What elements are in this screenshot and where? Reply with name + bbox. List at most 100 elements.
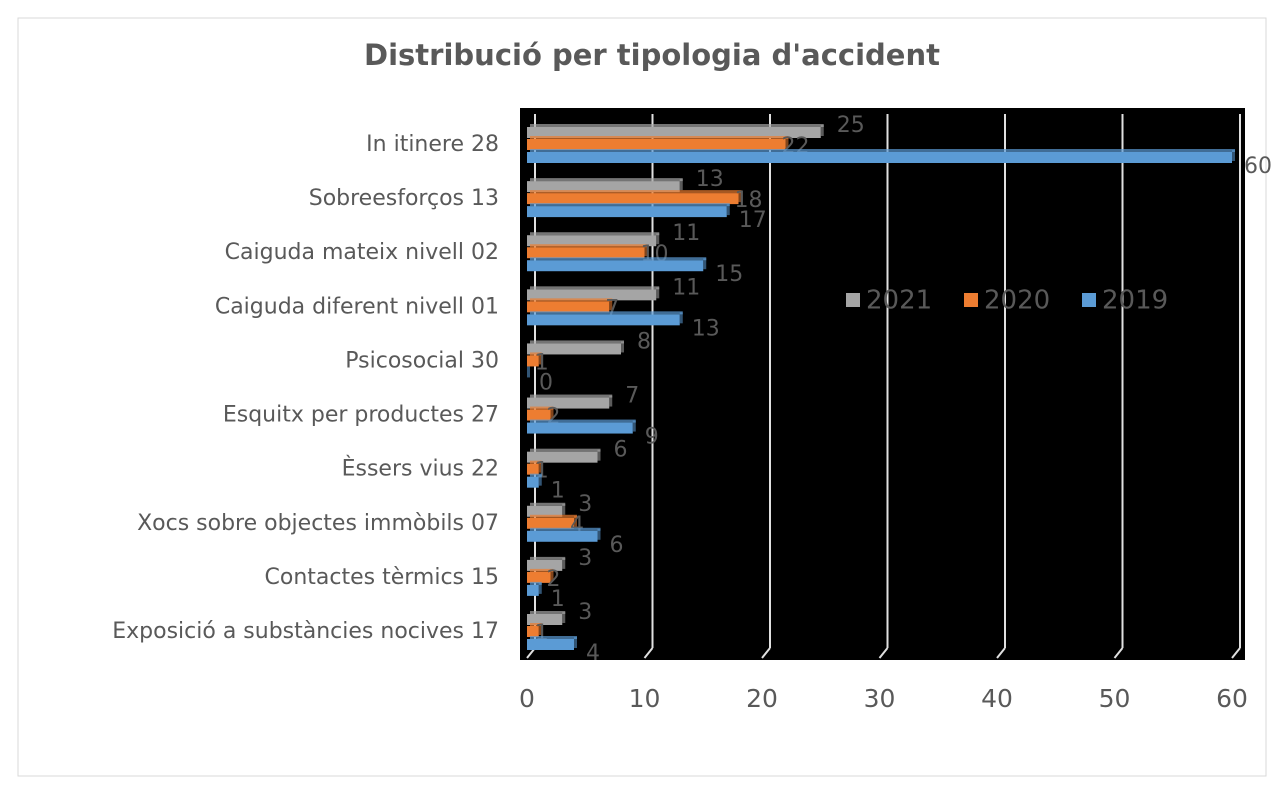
- bar: [527, 206, 727, 218]
- category-label: Sobreesforços 13: [309, 186, 499, 211]
- bar-side: [679, 179, 683, 191]
- bar-side: [538, 353, 542, 365]
- bar-side: [785, 137, 789, 148]
- legend-swatch: [1082, 293, 1096, 307]
- bar-side: [550, 407, 554, 419]
- x-tick-label: 60: [1216, 684, 1248, 713]
- bar-side: [820, 125, 824, 136]
- grid-line-3d: [643, 647, 654, 659]
- bar-top: [530, 568, 554, 572]
- legend-label: 2021: [866, 286, 932, 316]
- bar-side: [562, 503, 566, 515]
- bar-side: [632, 420, 636, 432]
- bar-side: [562, 612, 566, 623]
- grid-line-3d: [1231, 647, 1241, 659]
- bar: [527, 571, 551, 583]
- x-tick-label: 40: [981, 684, 1013, 713]
- bar-top: [530, 448, 601, 452]
- bar-top: [530, 581, 542, 585]
- bar-side: [538, 624, 542, 635]
- bar-side: [562, 557, 566, 569]
- grid-line-3d: [996, 647, 1006, 659]
- category-label: Xocs sobre objectes immòbils 07: [137, 511, 499, 536]
- bar-side: [597, 528, 601, 540]
- bar: [527, 355, 539, 367]
- bar: [527, 639, 574, 650]
- bar: [527, 614, 563, 625]
- bar: [527, 397, 610, 409]
- bar-side: [550, 569, 554, 581]
- data-label: 3: [578, 492, 592, 517]
- bar-side: [656, 233, 660, 245]
- bar-top: [530, 244, 648, 248]
- bar-top: [530, 419, 636, 423]
- data-label: 13: [692, 316, 720, 341]
- bar-side: [679, 312, 683, 324]
- bar: [527, 301, 610, 313]
- grid-line-3d: [878, 647, 889, 659]
- data-label: 3: [578, 600, 592, 625]
- bar-top: [530, 190, 742, 194]
- bar-top: [530, 286, 660, 290]
- data-label: 11: [672, 221, 700, 246]
- bar: [527, 476, 539, 488]
- bar-top: [530, 203, 730, 207]
- data-label: 6: [610, 533, 624, 558]
- bar: [527, 463, 539, 475]
- bar: [527, 584, 539, 596]
- bar-top: [530, 527, 601, 531]
- grid-line-3d: [761, 647, 771, 659]
- bar-top: [530, 514, 577, 518]
- bar-side: [656, 287, 660, 299]
- bar: [527, 260, 704, 272]
- data-label: 13: [696, 167, 724, 192]
- bar-side: [621, 341, 624, 353]
- data-label: 2: [547, 567, 561, 592]
- bar-top: [530, 340, 624, 344]
- data-label: 17: [739, 208, 767, 233]
- bar-side: [527, 366, 530, 378]
- data-label: 1: [535, 350, 549, 375]
- bar-side: [609, 299, 613, 311]
- bar: [527, 152, 1232, 163]
- bar-top: [530, 406, 554, 410]
- x-tick-label: 10: [629, 684, 661, 713]
- bar-top: [530, 473, 542, 477]
- grid-line-3d: [1113, 647, 1124, 659]
- category-label: Exposició a substàncies nocives 17: [112, 619, 499, 644]
- x-tick-label: 50: [1099, 684, 1131, 713]
- data-label: 6: [614, 438, 628, 463]
- data-label: 0: [539, 370, 553, 395]
- bar: [527, 409, 551, 421]
- bar: [527, 343, 621, 355]
- bar-top: [530, 149, 1235, 152]
- bar: [527, 127, 821, 138]
- data-label: 11: [672, 275, 700, 300]
- bar-top: [530, 311, 683, 315]
- data-label: 18: [735, 188, 763, 213]
- bar-top: [530, 394, 613, 398]
- x-tick-label: 0: [519, 684, 535, 713]
- bar-top: [530, 502, 566, 506]
- bar-side: [538, 474, 542, 486]
- x-tick-label: 30: [864, 684, 896, 713]
- bar: [527, 422, 633, 434]
- data-label: 25: [837, 113, 865, 138]
- data-label: 1: [551, 587, 565, 612]
- bar-side: [597, 449, 601, 461]
- bar: [527, 289, 657, 301]
- bar-side: [738, 191, 742, 203]
- bar-top: [530, 124, 824, 127]
- bar-top: [530, 136, 789, 139]
- bar: [527, 247, 645, 259]
- bar-side: [726, 204, 730, 216]
- bar: [527, 517, 574, 529]
- bar-side: [644, 245, 648, 257]
- category-label: Contactes tèrmics 15: [265, 565, 500, 590]
- bar-top: [530, 623, 542, 626]
- legend-swatch: [846, 293, 860, 307]
- bar-side: [538, 461, 542, 473]
- bar-top: [530, 611, 566, 614]
- bar-top: [530, 556, 566, 560]
- bar-top: [530, 460, 542, 464]
